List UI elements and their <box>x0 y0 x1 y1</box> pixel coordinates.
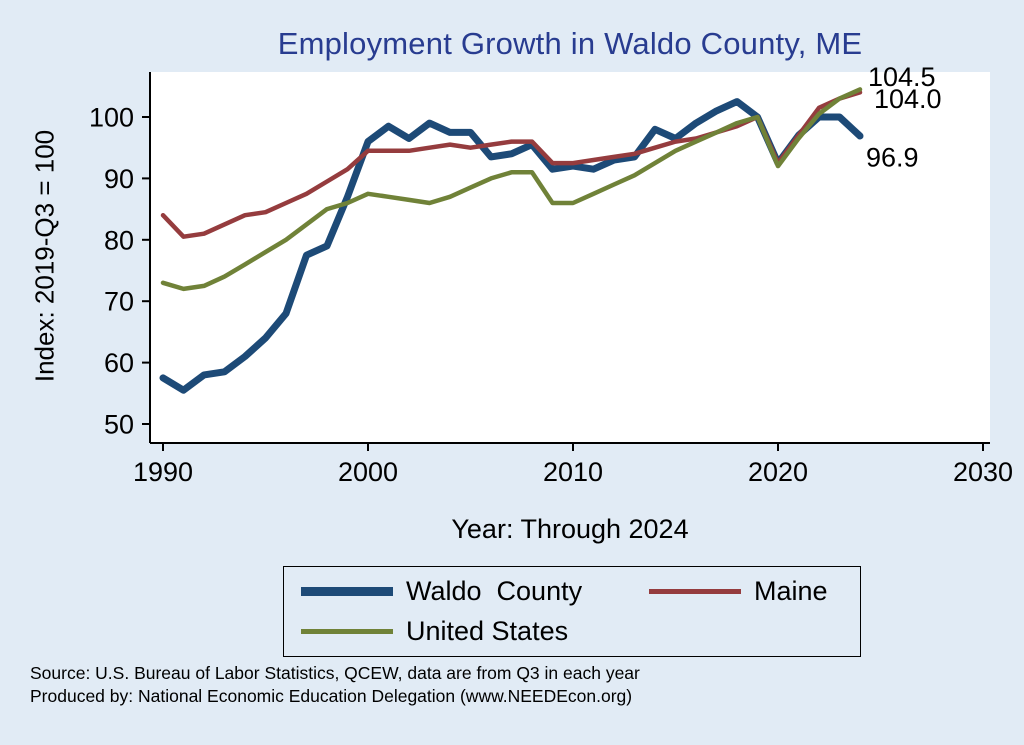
svg-text:100: 100 <box>89 102 134 132</box>
legend-item-waldo-county: Waldo County <box>301 576 649 607</box>
legend-row-1: Waldo County Maine <box>301 576 860 607</box>
svg-text:2030: 2030 <box>953 457 1013 487</box>
svg-text:1990: 1990 <box>133 457 193 487</box>
legend-item-maine: Maine <box>649 576 828 607</box>
svg-text:2020: 2020 <box>748 457 808 487</box>
svg-text:2010: 2010 <box>543 457 603 487</box>
united-states-line-swatch <box>301 628 393 634</box>
svg-text:70: 70 <box>104 287 134 317</box>
chart-title: Employment Growth in Waldo County, ME <box>277 26 863 61</box>
svg-text:96.9: 96.9 <box>866 142 919 172</box>
legend-label-maine: Maine <box>754 576 828 607</box>
legend-row-2: United States <box>301 616 860 647</box>
svg-text:60: 60 <box>104 348 134 378</box>
svg-text:80: 80 <box>104 225 134 255</box>
maine-line-swatch <box>649 589 741 595</box>
waldo-county-line-swatch <box>301 587 393 597</box>
svg-text:2000: 2000 <box>338 457 398 487</box>
legend-label-waldo-county: Waldo County <box>406 576 583 607</box>
svg-text:90: 90 <box>104 164 134 194</box>
svg-text:50: 50 <box>104 409 134 439</box>
legend: Waldo County Maine United States <box>283 566 861 657</box>
y-axis-title: Index: 2019-Q3 = 100 <box>29 129 60 383</box>
chart-canvas: 50 60 70 80 90 100 1990 2000 2010 2020 2030 104.510… <box>89 62 1013 487</box>
source-note: Source: U.S. Bureau of Labor Statistics,… <box>30 662 640 709</box>
svg-text:104.0: 104.0 <box>874 84 942 114</box>
svg-text:104.5: 104.5 <box>868 62 936 92</box>
legend-label-united-states: United States <box>406 615 569 646</box>
source-line-1: Source: U.S. Bureau of Labor Statistics,… <box>30 663 640 683</box>
source-line-2: Produced by: National Economic Education… <box>30 686 633 707</box>
legend-item-united-states: United States <box>301 616 649 647</box>
x-axis-title: Year: Through 2024 <box>451 514 689 544</box>
